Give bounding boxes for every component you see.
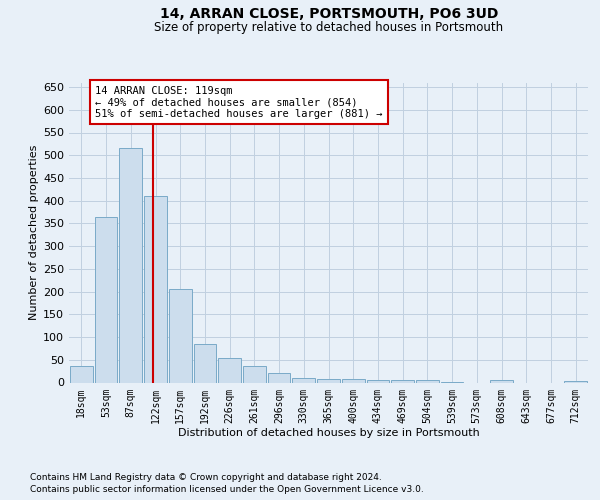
Bar bbox=[292, 378, 315, 382]
Bar bbox=[367, 380, 389, 382]
Y-axis label: Number of detached properties: Number of detached properties bbox=[29, 145, 39, 320]
Bar bbox=[391, 380, 414, 382]
Bar bbox=[70, 366, 93, 382]
Text: 14, ARRAN CLOSE, PORTSMOUTH, PO6 3UD: 14, ARRAN CLOSE, PORTSMOUTH, PO6 3UD bbox=[160, 8, 498, 22]
Bar bbox=[243, 366, 266, 382]
Bar bbox=[144, 196, 167, 382]
Bar bbox=[119, 148, 142, 382]
Bar bbox=[490, 380, 513, 382]
Bar bbox=[342, 380, 365, 382]
Text: Contains HM Land Registry data © Crown copyright and database right 2024.: Contains HM Land Registry data © Crown c… bbox=[30, 472, 382, 482]
Text: Distribution of detached houses by size in Portsmouth: Distribution of detached houses by size … bbox=[178, 428, 479, 438]
Text: Size of property relative to detached houses in Portsmouth: Size of property relative to detached ho… bbox=[154, 21, 503, 34]
Text: Contains public sector information licensed under the Open Government Licence v3: Contains public sector information licen… bbox=[30, 485, 424, 494]
Bar bbox=[317, 380, 340, 382]
Bar bbox=[268, 374, 290, 382]
Bar bbox=[564, 380, 587, 382]
Bar bbox=[194, 344, 216, 383]
Bar bbox=[95, 216, 118, 382]
Bar bbox=[218, 358, 241, 382]
Text: 14 ARRAN CLOSE: 119sqm
← 49% of detached houses are smaller (854)
51% of semi-de: 14 ARRAN CLOSE: 119sqm ← 49% of detached… bbox=[95, 86, 382, 118]
Bar bbox=[169, 290, 191, 382]
Bar bbox=[416, 380, 439, 382]
